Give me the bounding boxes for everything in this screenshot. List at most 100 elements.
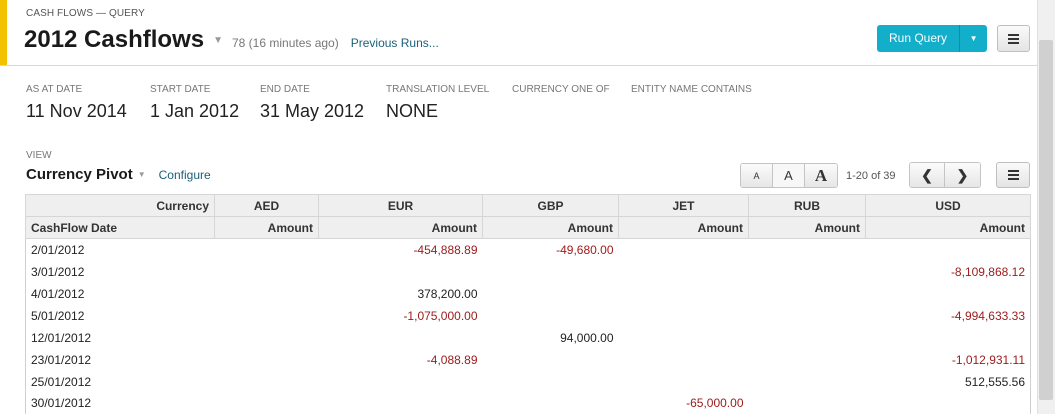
cell-date: 12/01/2012 (31, 330, 92, 345)
cell-amount (749, 327, 866, 349)
param-value: 1 Jan 2012 (150, 101, 240, 121)
cell-amount (619, 327, 749, 349)
measure-header[interactable]: Amount (748, 216, 866, 239)
configure-link[interactable]: Configure (158, 168, 211, 182)
table-row[interactable]: 12/01/2012 94,000.00 (26, 327, 1031, 349)
cell-amount (483, 393, 619, 414)
run-count: 78 (16 minutes ago) (232, 36, 339, 50)
table-row[interactable]: 23/01/2012 -4,088.89 -1,012,931.11 (26, 349, 1031, 371)
cell-date: 25/01/2012 (31, 374, 92, 389)
chevron-left-icon[interactable]: ❮ (910, 163, 945, 187)
header-menu-icon[interactable] (997, 25, 1030, 52)
cell-amount: -4,994,633.33 (950, 308, 1025, 323)
cell-amount: -1,012,931.11 (951, 352, 1025, 367)
cell-date: 4/01/2012 (31, 286, 85, 301)
pager: ❮ ❯ (909, 162, 981, 188)
chevron-down-icon[interactable]: ▼ (213, 35, 223, 46)
font-small-button[interactable]: A (741, 164, 773, 187)
column-header[interactable]: AED (214, 194, 319, 217)
table-row[interactable]: 25/01/2012 512,555.56 (26, 371, 1031, 393)
cell-amount (749, 393, 866, 414)
column-header[interactable]: USD (865, 194, 1031, 217)
pivot-table: Currency AED EUR GBP JET RUB USD CashFlo… (25, 194, 1031, 414)
param-currency-one-of[interactable]: CURRENCY ONE OF (512, 84, 610, 101)
table-row[interactable]: 4/01/2012 378,200.00 (26, 283, 1031, 305)
view-menu-icon[interactable] (996, 162, 1030, 188)
run-query-dropdown-icon[interactable]: ▼ (969, 34, 978, 43)
cell-amount (749, 305, 866, 327)
measure-header[interactable]: Amount (214, 216, 319, 239)
row-header[interactable]: CashFlow Date (25, 216, 215, 239)
param-end-date[interactable]: END DATE 31 May 2012 (260, 84, 364, 122)
title-row: 2012 Cashflows ▼ 78 (16 minutes ago) Pre… (24, 26, 439, 54)
cell-amount (215, 239, 319, 261)
scrollbar-thumb[interactable] (1039, 40, 1053, 400)
cell-amount (866, 327, 1031, 349)
measure-header[interactable]: Amount (865, 216, 1031, 239)
param-label: END DATE (260, 84, 310, 95)
param-label: TRANSLATION LEVEL (386, 84, 490, 95)
chevron-right-icon[interactable]: ❯ (945, 163, 980, 187)
param-value: 31 May 2012 (260, 101, 365, 121)
column-header[interactable]: JET (618, 194, 749, 217)
cell-amount (215, 305, 319, 327)
param-as-at-date[interactable]: AS AT DATE 11 Nov 2014 (26, 84, 127, 122)
table-row[interactable]: 5/01/2012 -1,075,000.00 -4,994,633.33 (26, 305, 1031, 327)
cell-amount (483, 349, 619, 371)
cell-amount (749, 261, 866, 283)
chevron-down-icon[interactable]: ▼ (137, 170, 146, 179)
view-name[interactable]: Currency Pivot (26, 166, 133, 183)
param-label: START DATE (150, 84, 211, 95)
accent-bar (0, 0, 7, 66)
cell-amount: -1,075,000.00 (403, 308, 478, 323)
currency-header-row: Currency AED EUR GBP JET RUB USD (25, 194, 1031, 217)
table-row[interactable]: 30/01/2012 -65,000.00 (26, 393, 1031, 414)
breadcrumb: CASH FLOWS — QUERY (26, 8, 145, 19)
measure-header[interactable]: Amount (618, 216, 749, 239)
table-body: 2/01/2012 -454,888.89 -49,680.00 3/01/2012 -… (26, 239, 1031, 414)
column-header[interactable]: RUB (748, 194, 866, 217)
pivot-label: Currency (25, 194, 215, 217)
measure-header-row: CashFlow Date Amount Amount Amount Amoun… (25, 216, 1031, 239)
param-label: CURRENCY ONE OF (512, 84, 610, 95)
cell-amount (215, 261, 319, 283)
cell-amount (619, 261, 749, 283)
param-start-date[interactable]: START DATE 1 Jan 2012 (150, 84, 239, 122)
param-label: AS AT DATE (26, 84, 83, 95)
measure-header[interactable]: Amount (318, 216, 483, 239)
cell-amount: -454,888.89 (413, 242, 478, 257)
cell-amount (319, 393, 483, 414)
cell-amount (749, 283, 866, 305)
column-header[interactable]: GBP (482, 194, 619, 217)
param-entity-name-contains[interactable]: ENTITY NAME CONTAINS (631, 84, 752, 101)
cell-amount (866, 239, 1031, 261)
cell-amount (215, 283, 319, 305)
cell-amount (749, 349, 866, 371)
column-header[interactable]: EUR (318, 194, 483, 217)
cell-amount (866, 283, 1031, 305)
cell-amount (866, 393, 1031, 414)
cell-date: 30/01/2012 (31, 396, 92, 411)
cell-amount (483, 283, 619, 305)
param-translation-level[interactable]: TRANSLATION LEVEL NONE (386, 84, 489, 122)
cell-amount: 378,200.00 (417, 286, 478, 301)
cell-amount (319, 327, 483, 349)
param-label: ENTITY NAME CONTAINS (631, 84, 752, 95)
run-query-button-group: Run Query ▼ (877, 25, 988, 52)
cell-date: 5/01/2012 (31, 308, 85, 323)
font-large-button[interactable]: A (805, 164, 837, 187)
cell-amount: 94,000.00 (560, 330, 614, 345)
page-header: CASH FLOWS — QUERY 2012 Cashflows ▼ 78 (… (0, 0, 1037, 66)
font-medium-button[interactable]: A (773, 164, 805, 187)
cell-amount: -4,088.89 (426, 352, 478, 367)
table-row[interactable]: 2/01/2012 -454,888.89 -49,680.00 (26, 239, 1031, 261)
cell-amount (483, 371, 619, 393)
table-row[interactable]: 3/01/2012 -8,109,868.12 (26, 261, 1031, 283)
run-query-button[interactable]: Run Query (877, 25, 961, 52)
cell-date: 23/01/2012 (31, 352, 92, 367)
cell-amount: -49,680.00 (556, 242, 614, 257)
measure-header[interactable]: Amount (482, 216, 619, 239)
previous-runs-link[interactable]: Previous Runs... (350, 36, 439, 50)
cell-amount (619, 283, 749, 305)
cell-date: 3/01/2012 (31, 264, 85, 279)
